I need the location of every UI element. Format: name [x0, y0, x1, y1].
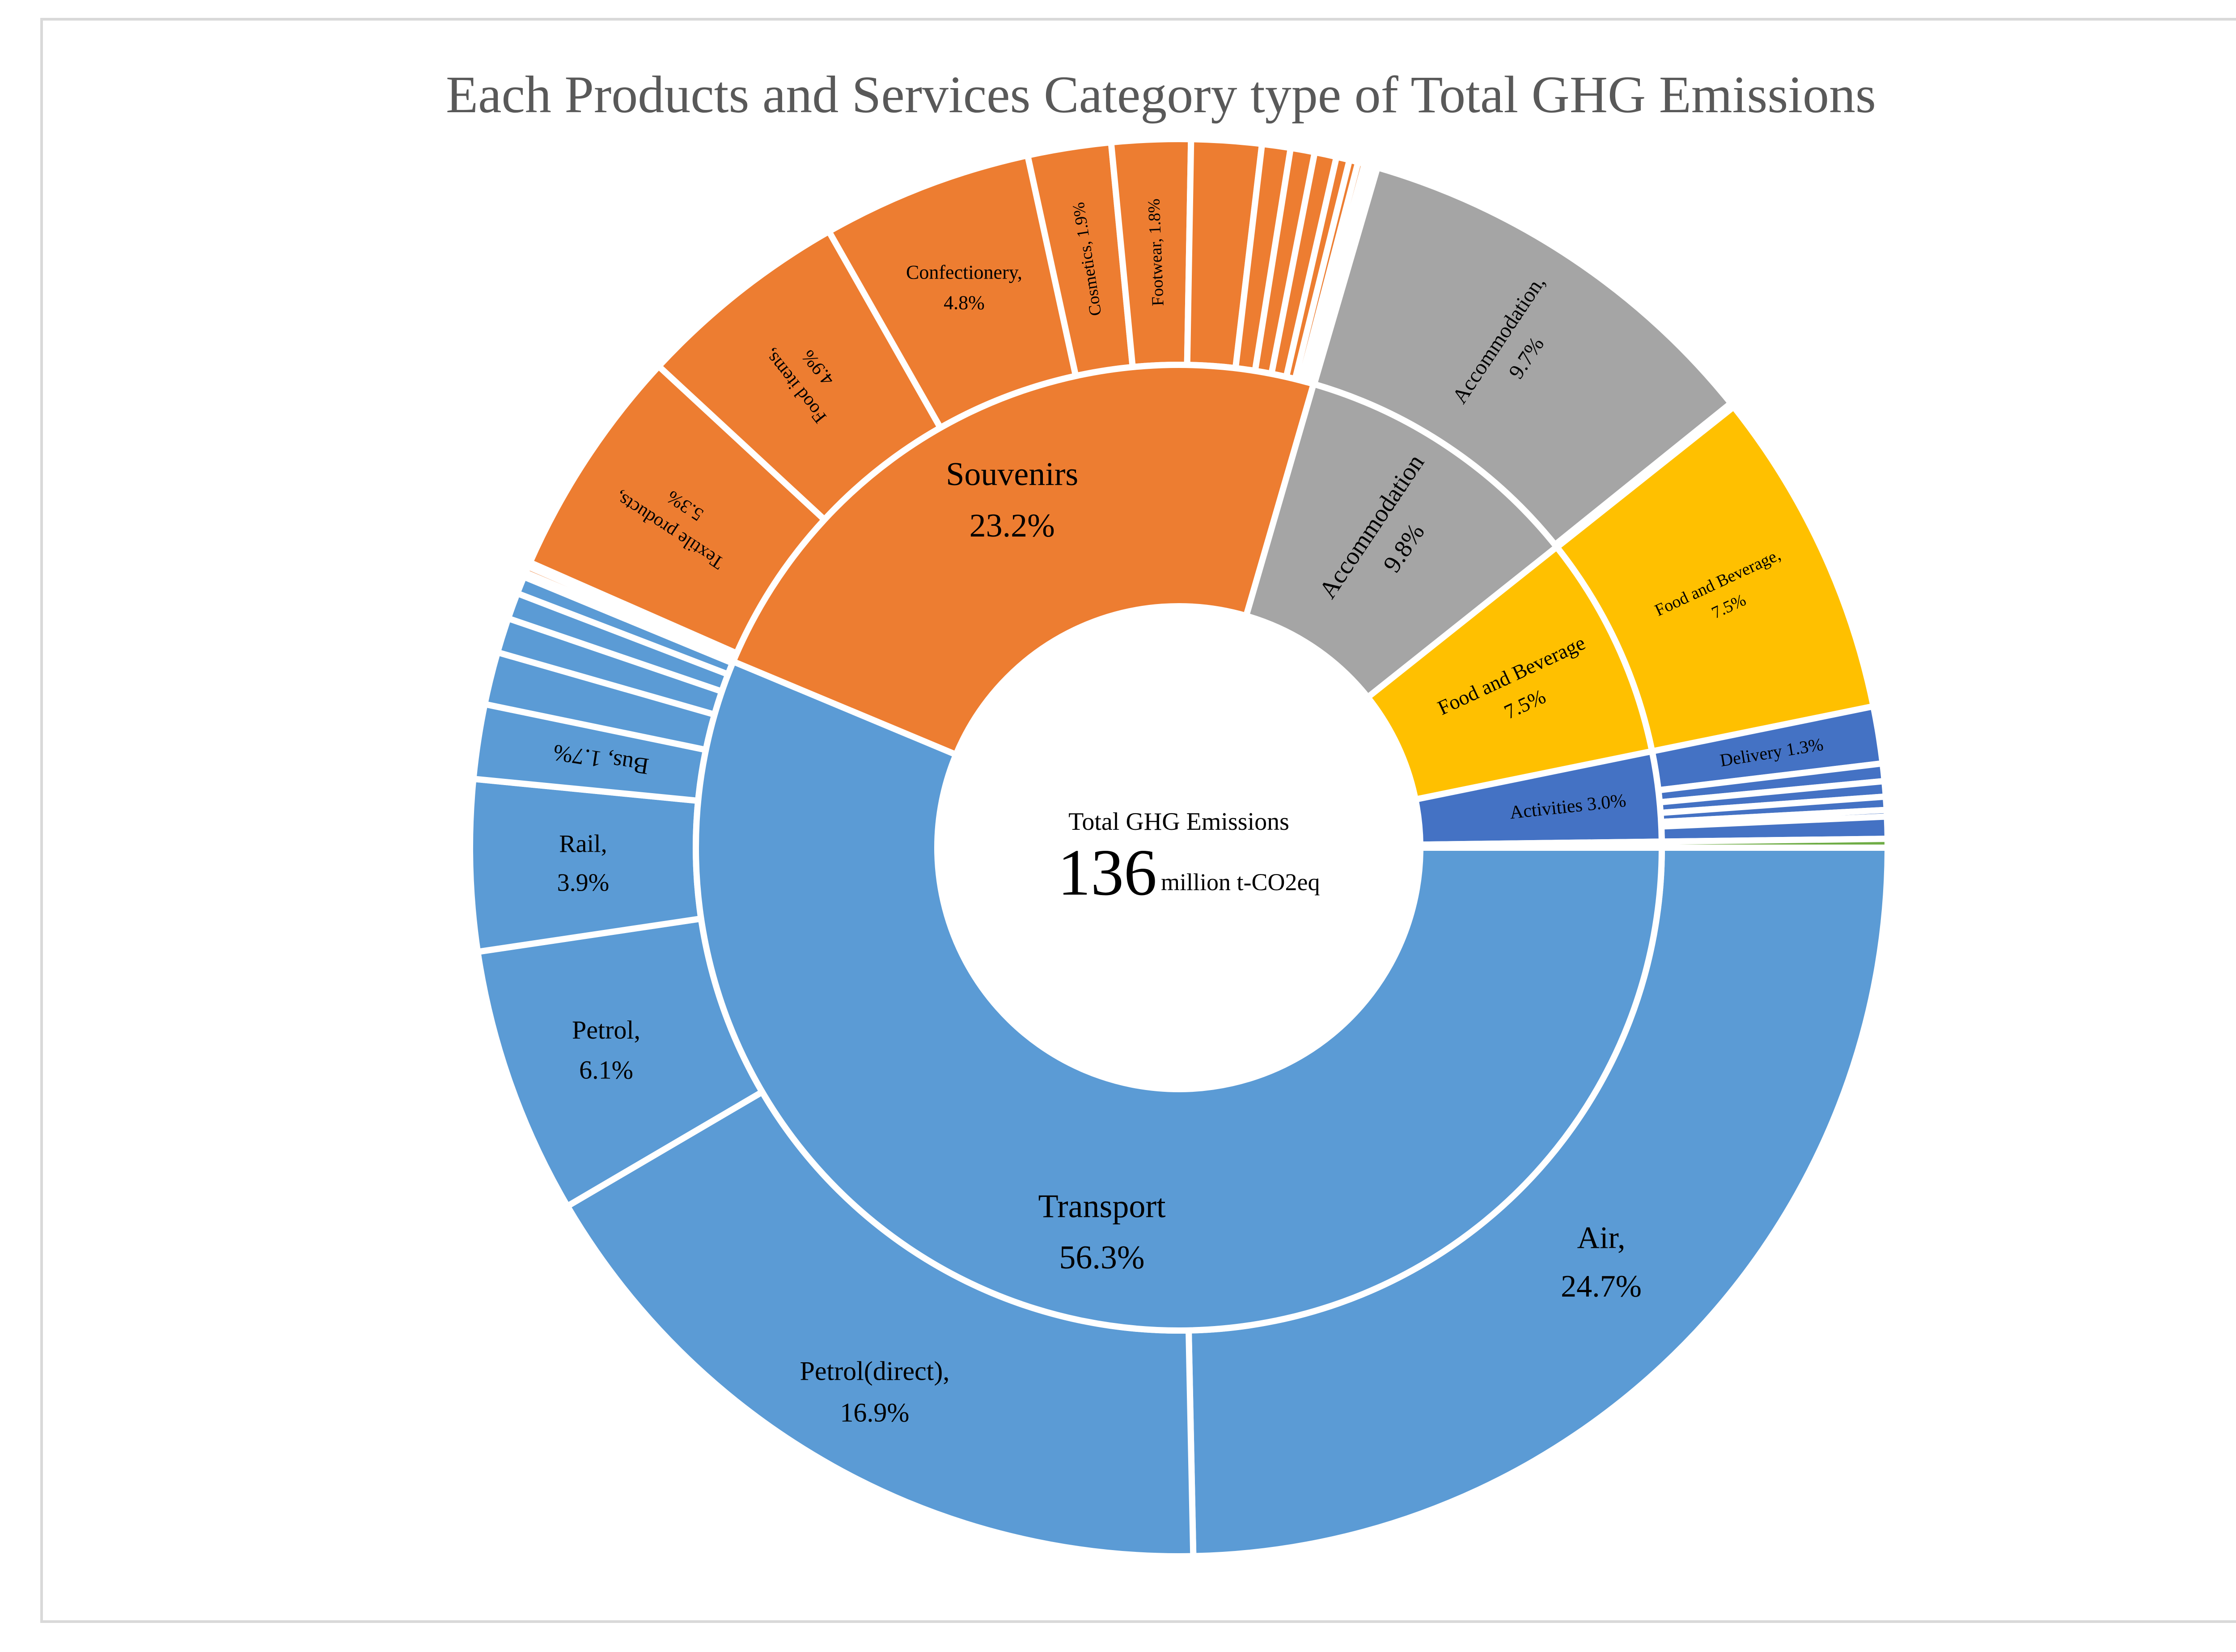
- sunburst-chart: Each Products and Services Category type…: [446, 65, 1891, 1559]
- inner-slice-other: [1417, 838, 1665, 851]
- chart-title: Each Products and Services Category type…: [446, 65, 1876, 124]
- outer-label-footwear: Footwear, 1.8%: [1144, 199, 1167, 307]
- center-total: Total GHG Emissions 136 million t-CO2eq: [1058, 808, 1320, 909]
- outer-label-confectionery: Confectionery, 4.8%: [906, 261, 1022, 313]
- inner-slice-souvenirs: [729, 362, 1317, 759]
- outer-slice-other: [1658, 836, 1891, 851]
- outer-ring: [467, 136, 1891, 1559]
- center-unit: million t-CO2eq: [1161, 869, 1320, 896]
- inner-slice-accommodation: [1242, 380, 1561, 702]
- center-value: 136: [1058, 836, 1157, 909]
- inner-slice-transport: [693, 657, 1665, 1334]
- inner-label-souvenirs: Souvenirs 23.2%: [946, 456, 1078, 544]
- center-label: Total GHG Emissions: [1068, 808, 1289, 836]
- chart-frame: Each Products and Services Category type…: [40, 18, 2236, 1623]
- inner-slice-food-and-beverage: [1363, 542, 1656, 803]
- outer-label-rail: Rail, 3.9%: [557, 830, 610, 897]
- outer-label-petrol-direct: Petrol(direct), 16.9%: [800, 1356, 949, 1427]
- inner-label-transport: Transport 56.3%: [1038, 1188, 1166, 1276]
- outer-slice-rail: [467, 775, 705, 955]
- outer-label-air: Air, 24.7%: [1561, 1221, 1642, 1304]
- inner-ring: [693, 362, 1665, 1334]
- outer-label-petrol: Petrol, 6.1%: [572, 1015, 640, 1085]
